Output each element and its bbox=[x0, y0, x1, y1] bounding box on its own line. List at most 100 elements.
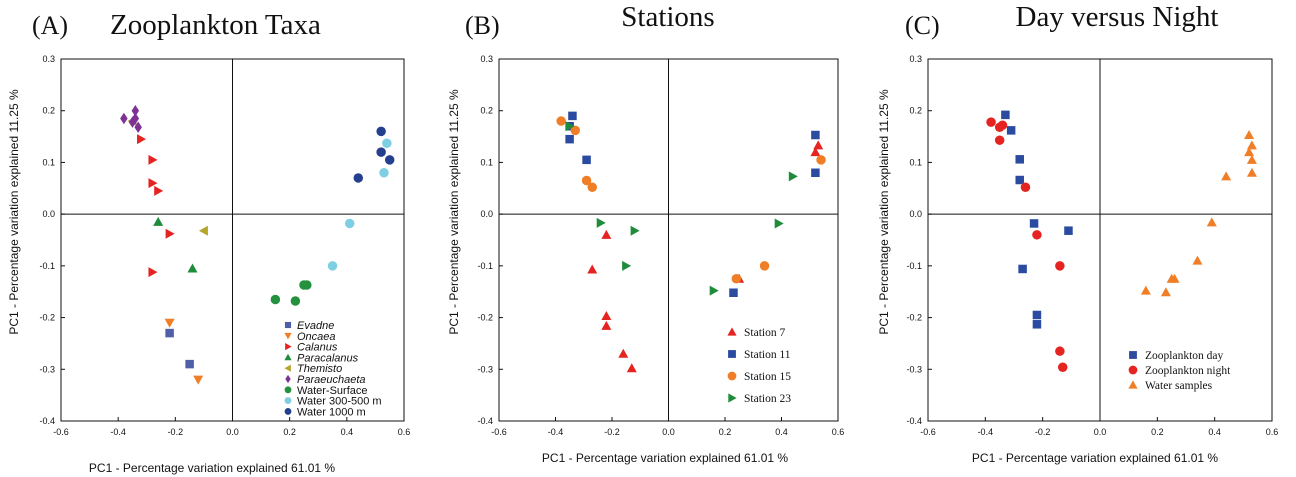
x-tick-label: 0.6 bbox=[832, 427, 845, 437]
data-point-station-15 bbox=[816, 155, 826, 165]
data-point-station-11 bbox=[565, 134, 574, 144]
data-point-calanus bbox=[148, 178, 158, 189]
y-tick-label: 0.1 bbox=[909, 157, 922, 167]
legend-marker-station-15 bbox=[727, 371, 737, 381]
data-point-water-1000-m bbox=[376, 126, 386, 137]
y-tick-label: -0.1 bbox=[39, 261, 55, 271]
data-point-zooplankton-day bbox=[1015, 175, 1024, 185]
data-point-paraeuchaeta bbox=[131, 104, 140, 117]
data-point-station-7 bbox=[813, 140, 824, 150]
data-point-water-surface bbox=[302, 280, 312, 290]
legend-label: Station 23 bbox=[744, 393, 791, 405]
legend-marker-paraeuchaeta bbox=[285, 374, 291, 384]
y-tick-label: 0.0 bbox=[42, 209, 55, 219]
legend-label: Zooplankton night bbox=[1145, 365, 1231, 377]
y-tick-label: -0.1 bbox=[906, 261, 922, 271]
y-tick-label: 0.3 bbox=[909, 54, 922, 64]
data-point-zooplankton-night bbox=[1032, 230, 1042, 240]
data-point-station-7 bbox=[626, 363, 637, 373]
panel-c-title: Day versus Night bbox=[1016, 1, 1219, 33]
data-point-water-samples bbox=[1246, 140, 1257, 150]
data-point-calanus bbox=[154, 185, 164, 196]
data-point-station-15 bbox=[581, 175, 592, 186]
data-point-station-7 bbox=[601, 320, 612, 330]
panel-b: (B) Stations PC1 - Percentage variation … bbox=[447, 1, 844, 465]
y-tick-label: -0.3 bbox=[477, 364, 493, 374]
y-tick-label: -0.2 bbox=[39, 313, 55, 323]
data-point-station-11 bbox=[811, 130, 820, 140]
x-tick-label: -0.2 bbox=[1035, 427, 1051, 437]
data-point-water-1000-m bbox=[376, 147, 386, 157]
y-tick-label: 0.0 bbox=[480, 209, 493, 219]
data-point-water-samples bbox=[1246, 167, 1257, 177]
panel-c-x-axis-label: PC1 - Percentage variation explained 61.… bbox=[972, 451, 1218, 465]
data-point-water-samples bbox=[1244, 147, 1255, 157]
x-tick-label: 0.2 bbox=[1151, 427, 1164, 437]
data-point-water-1000-m bbox=[384, 155, 395, 165]
y-tick-label: 0.2 bbox=[909, 106, 922, 116]
x-tick-label: 0.2 bbox=[719, 427, 732, 437]
data-point-station-23 bbox=[630, 225, 640, 236]
y-tick-label: -0.3 bbox=[906, 364, 922, 374]
data-point-zooplankton-night bbox=[997, 120, 1008, 130]
legend-label: Water samples bbox=[1145, 380, 1213, 392]
panel-c-label: (C) bbox=[905, 11, 940, 40]
data-point-calanus bbox=[137, 134, 147, 145]
y-tick-label: 0.1 bbox=[42, 157, 55, 167]
data-point-station-15 bbox=[731, 274, 742, 284]
x-tick-label: 0.0 bbox=[226, 427, 239, 437]
legend-marker-water-1000-m bbox=[284, 407, 292, 415]
legend-marker-station-7 bbox=[727, 327, 737, 336]
data-point-water-1000-m bbox=[353, 173, 364, 183]
panel-a-label: (A) bbox=[32, 11, 68, 40]
y-tick-label: -0.4 bbox=[39, 416, 55, 426]
data-point-water-samples bbox=[1140, 285, 1151, 295]
legend-label: Zooplankton day bbox=[1145, 350, 1223, 362]
data-point-themisto bbox=[198, 225, 208, 236]
legend-label: Station 7 bbox=[744, 327, 785, 339]
legend-marker-water-samples bbox=[1128, 380, 1138, 389]
x-tick-label: 0.4 bbox=[775, 427, 788, 437]
data-point-water-samples bbox=[1221, 171, 1232, 181]
data-point-station-7 bbox=[810, 147, 821, 157]
data-point-evadne bbox=[165, 328, 174, 338]
data-point-water-300-500-m bbox=[327, 261, 338, 271]
legend-marker-evadne bbox=[284, 321, 292, 329]
x-tick-label: 0.4 bbox=[1208, 427, 1221, 437]
data-point-station-11 bbox=[582, 155, 591, 165]
y-tick-label: -0.4 bbox=[906, 416, 922, 426]
panel-a-plot-area: -0.6 -0.4 -0.2 0.0 0.2 0.4 0.60.30.20.10.0-0.1… bbox=[39, 54, 410, 437]
legend-label: Paraeuchaeta bbox=[297, 374, 366, 386]
data-point-water-samples bbox=[1192, 255, 1203, 265]
data-point-water-samples bbox=[1206, 217, 1217, 227]
panel-b-plot-area: -0.6 -0.4 -0.2 0.0 0.2 0.4 0.60.30.20.10.0-0.1… bbox=[477, 54, 844, 437]
x-tick-label: 0.0 bbox=[1094, 427, 1107, 437]
data-point-zooplankton-day bbox=[1018, 264, 1027, 274]
data-point-station-7 bbox=[618, 348, 629, 358]
data-point-zooplankton-night bbox=[994, 135, 1005, 145]
x-tick-label: -0.6 bbox=[920, 427, 936, 437]
panel-c: (C) Day versus Night PC1 - Percentage va… bbox=[877, 1, 1278, 465]
panel-b-y-axis-label: PC1 - Percentage variation explained 11.… bbox=[447, 89, 461, 335]
data-point-calanus bbox=[148, 267, 158, 278]
legend-marker-station-11 bbox=[728, 350, 736, 358]
legend-marker-calanus bbox=[285, 343, 292, 351]
data-point-zooplankton-night bbox=[1055, 346, 1065, 356]
x-tick-label: 0.2 bbox=[283, 427, 296, 437]
legend-marker-themisto bbox=[284, 364, 291, 372]
data-point-station-11 bbox=[568, 111, 577, 121]
data-point-zooplankton-night bbox=[1055, 261, 1065, 271]
y-tick-label: 0.3 bbox=[42, 54, 55, 64]
data-point-station-15 bbox=[587, 182, 597, 193]
x-tick-label: 0.6 bbox=[398, 427, 411, 437]
legend-label: Paracalanus bbox=[297, 352, 359, 364]
data-point-zooplankton-day bbox=[1029, 219, 1039, 228]
data-point-oncaea bbox=[193, 375, 204, 385]
data-point-station-7 bbox=[587, 264, 598, 274]
x-tick-label: 0.6 bbox=[1266, 427, 1279, 437]
x-tick-label: -0.2 bbox=[168, 427, 184, 437]
y-tick-label: -0.2 bbox=[477, 313, 493, 323]
y-tick-label: 0.2 bbox=[480, 106, 493, 116]
data-point-water-samples bbox=[1169, 273, 1180, 283]
legend-label: Oncaea bbox=[297, 331, 336, 343]
